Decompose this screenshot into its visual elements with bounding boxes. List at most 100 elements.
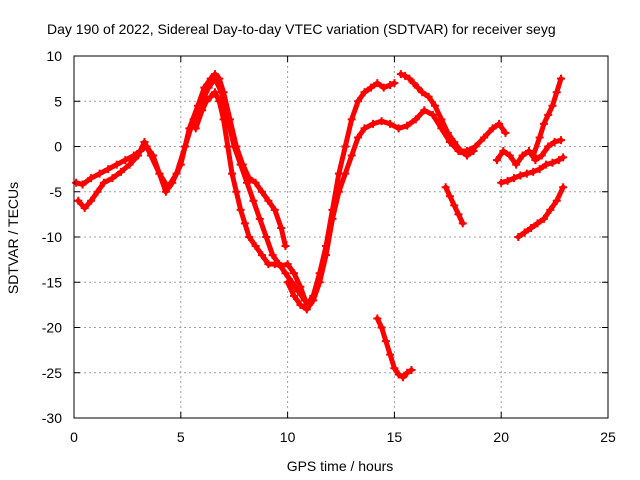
data-point xyxy=(93,187,102,196)
data-point xyxy=(95,169,104,178)
data-point xyxy=(360,88,369,97)
data-point xyxy=(210,74,219,83)
data-point xyxy=(437,115,446,124)
data-point xyxy=(373,314,382,323)
data-point xyxy=(249,196,258,205)
x-tick-label: 15 xyxy=(387,429,403,445)
series-layer xyxy=(72,70,568,382)
data-point xyxy=(497,178,506,187)
data-point xyxy=(454,210,463,219)
data-point xyxy=(296,282,305,291)
data-point xyxy=(544,142,553,151)
data-point xyxy=(524,147,533,156)
data-point xyxy=(257,187,266,196)
series-arc-3 xyxy=(191,79,399,309)
data-point xyxy=(283,260,292,269)
data-point xyxy=(403,368,412,377)
series-arc-8 xyxy=(492,136,566,169)
data-point xyxy=(277,223,286,232)
data-point xyxy=(488,124,497,133)
data-point xyxy=(535,165,544,174)
data-point xyxy=(243,178,252,187)
data-point xyxy=(257,251,266,260)
data-point xyxy=(206,92,215,101)
data-point xyxy=(424,92,433,101)
data-point xyxy=(398,373,407,382)
x-tick-label: 20 xyxy=(493,429,509,445)
data-point xyxy=(302,305,311,314)
data-point xyxy=(546,205,555,214)
data-point xyxy=(401,71,410,80)
data-point xyxy=(548,101,557,110)
data-point xyxy=(407,366,416,375)
data-point xyxy=(495,119,504,128)
data-point xyxy=(480,133,489,142)
data-point xyxy=(322,251,331,260)
data-point xyxy=(539,214,548,223)
data-point xyxy=(405,74,414,83)
data-point xyxy=(290,291,299,300)
data-point xyxy=(503,176,512,185)
data-point xyxy=(518,151,527,160)
series-arc-4 xyxy=(283,106,510,314)
data-point xyxy=(377,117,386,126)
data-point xyxy=(409,79,418,88)
data-point xyxy=(529,167,538,176)
data-point xyxy=(277,261,286,270)
data-point xyxy=(219,115,228,124)
data-point xyxy=(554,156,563,165)
data-point xyxy=(125,160,134,169)
data-point xyxy=(360,124,369,133)
data-point xyxy=(552,196,561,205)
data-point xyxy=(403,121,412,130)
data-point xyxy=(281,242,290,251)
series-arc-11 xyxy=(514,183,568,241)
data-point xyxy=(341,169,350,178)
y-tick-label: 0 xyxy=(54,139,62,155)
y-tick-label: -20 xyxy=(42,320,62,336)
data-point xyxy=(236,160,245,169)
data-point xyxy=(379,83,388,92)
data-point xyxy=(418,88,427,97)
data-point xyxy=(163,183,172,192)
data-point xyxy=(533,219,542,228)
y-tick-label: 10 xyxy=(46,48,62,64)
data-point xyxy=(557,136,566,145)
data-point xyxy=(87,174,96,183)
series-arc-7 xyxy=(441,183,467,228)
series-line xyxy=(75,76,312,308)
data-point xyxy=(471,142,480,151)
data-point xyxy=(228,169,237,178)
data-point xyxy=(112,160,121,169)
y-tick-label: 5 xyxy=(54,93,62,109)
data-point xyxy=(80,204,89,213)
data-point xyxy=(104,165,113,174)
data-point xyxy=(347,115,356,124)
data-point xyxy=(270,205,279,214)
data-point xyxy=(236,205,245,214)
data-point xyxy=(366,83,375,92)
data-point xyxy=(283,278,292,287)
data-point xyxy=(514,233,523,241)
data-point xyxy=(413,83,422,92)
data-point xyxy=(492,156,501,165)
y-axis-label: SDTVAR / TECUs xyxy=(5,182,21,294)
data-point xyxy=(458,219,467,228)
data-point xyxy=(450,137,459,146)
data-point xyxy=(341,142,350,151)
data-point xyxy=(544,110,553,119)
data-point xyxy=(559,183,568,192)
data-point xyxy=(78,180,87,189)
data-point xyxy=(181,142,190,151)
data-point xyxy=(251,242,260,251)
data-point xyxy=(505,151,514,160)
data-point xyxy=(463,151,472,160)
y-tick-label: -15 xyxy=(42,274,62,290)
data-point xyxy=(377,323,386,332)
data-point xyxy=(529,151,538,160)
data-point xyxy=(441,183,450,192)
data-point xyxy=(542,160,551,169)
ticks xyxy=(73,55,609,419)
data-point xyxy=(535,133,544,142)
data-point xyxy=(290,269,299,278)
